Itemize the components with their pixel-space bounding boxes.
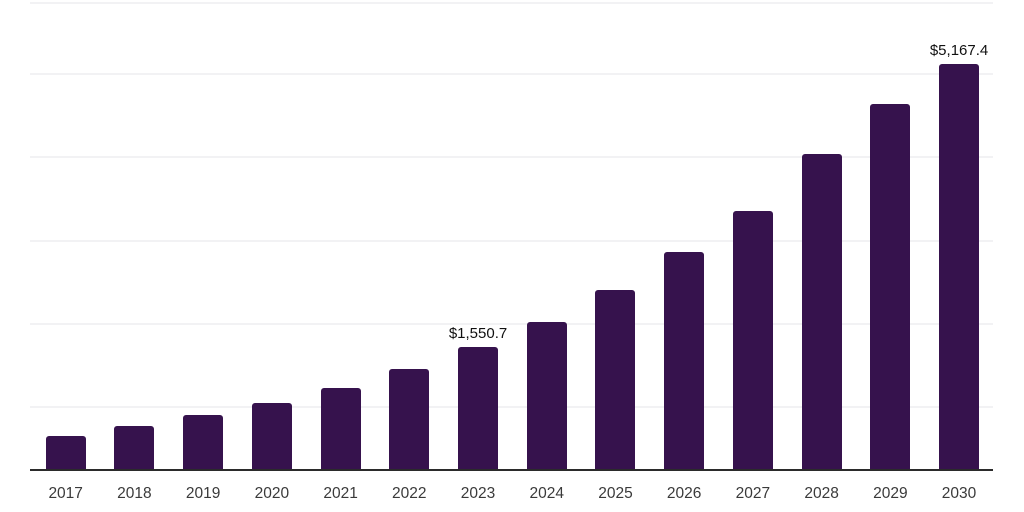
gridline (30, 73, 993, 75)
bar-2023[interactable] (458, 347, 499, 469)
x-tick-2024: 2024 (529, 485, 564, 502)
x-tick-2019: 2019 (185, 485, 221, 502)
bar-2022[interactable] (389, 369, 430, 469)
bar-2019[interactable] (183, 415, 224, 469)
x-tick-2028: 2028 (804, 485, 839, 502)
x-axis-line (30, 469, 993, 471)
x-tick-2021: 2021 (323, 485, 358, 502)
bar-2021[interactable] (320, 388, 361, 469)
bar-2029[interactable] (870, 103, 911, 469)
x-tick-2018: 2018 (117, 485, 152, 502)
gridline (30, 156, 993, 158)
plot-top-gridline (30, 2, 993, 4)
gridline (30, 406, 993, 408)
bar-2020[interactable] (251, 403, 292, 469)
x-tick-2029: 2029 (873, 485, 908, 502)
x-tick-2025: 2025 (598, 485, 633, 502)
bar-2025[interactable] (595, 289, 636, 469)
x-tick-2020: 2020 (254, 485, 290, 502)
bar-2018[interactable] (114, 426, 155, 469)
x-tick-2022: 2022 (392, 485, 427, 502)
bar-2024[interactable] (526, 321, 567, 469)
gridline (30, 240, 993, 242)
bar-2028[interactable] (801, 154, 842, 469)
bar-2030[interactable] (939, 63, 980, 469)
x-tick-2017: 2017 (48, 485, 83, 502)
data-label-2030: $5,167.4 (929, 41, 989, 59)
bar-2017[interactable] (45, 436, 86, 469)
x-tick-2023: 2023 (460, 485, 496, 502)
x-tick-2026: 2026 (666, 485, 702, 502)
data-label-2023: $1,550.7 (448, 325, 508, 343)
bar-2027[interactable] (732, 210, 773, 469)
gridline (30, 323, 993, 325)
x-tick-2027: 2027 (735, 485, 771, 502)
bar-2026[interactable] (664, 251, 705, 469)
x-tick-2030: 2030 (941, 485, 977, 502)
